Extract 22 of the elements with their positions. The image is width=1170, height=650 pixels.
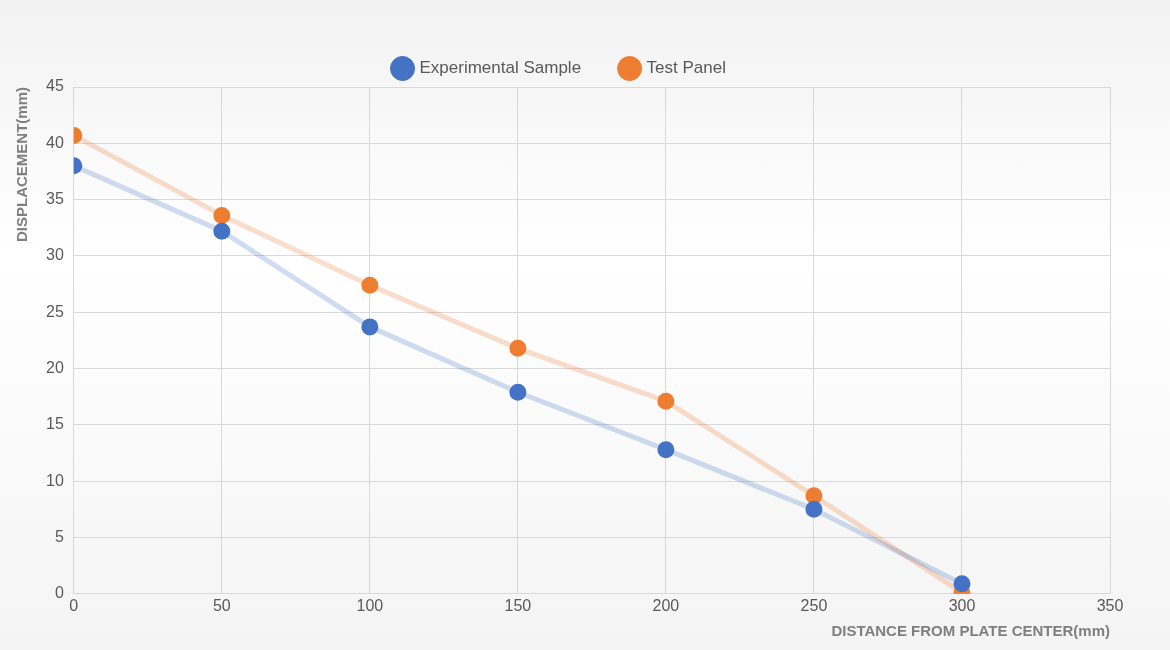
y-tick-label: 15 [46, 415, 64, 433]
y-tick-label: 10 [46, 471, 64, 489]
y-tick-label: 40 [46, 133, 64, 151]
y-axis-title: DISPLACEMENT(mm) [13, 87, 31, 243]
y-tick-label: 25 [46, 302, 64, 320]
y-tick-label: 45 [46, 77, 64, 95]
x-tick-label: 100 [356, 596, 384, 614]
legend-label: Test Panel [646, 58, 726, 78]
x-tick-label: 250 [800, 596, 828, 614]
y-tick-label: 30 [46, 246, 64, 264]
x-tick-label: 350 [1096, 596, 1124, 614]
x-tick-label: 300 [948, 596, 976, 614]
x-tick-label: 200 [652, 596, 680, 614]
y-tick-label: 0 [54, 584, 64, 602]
x-tick-label: 0 [69, 596, 79, 614]
y-tick-label: 35 [46, 190, 64, 208]
x-tick-label: 150 [504, 596, 532, 614]
x-axis-title: DISTANCE FROM PLATE CENTER(mm) [831, 622, 1110, 640]
y-tick-label: 20 [46, 358, 64, 376]
x-tick-label: 50 [212, 596, 231, 614]
legend-label: Experimental Sample [419, 58, 582, 78]
y-tick-label: 5 [54, 527, 64, 545]
